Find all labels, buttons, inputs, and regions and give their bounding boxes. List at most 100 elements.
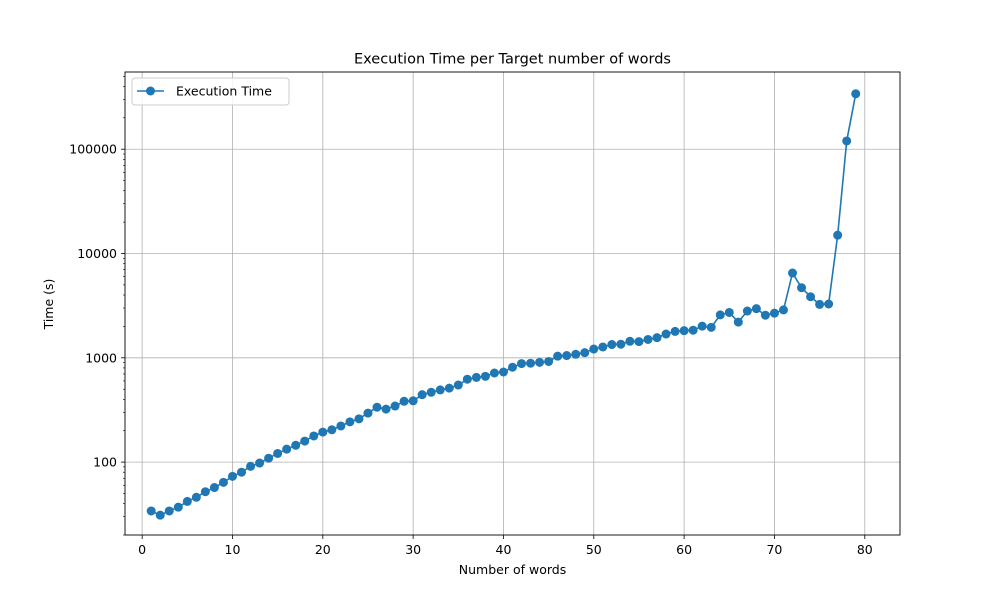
legend: Execution Time — [131, 77, 290, 106]
data-point — [372, 402, 382, 412]
data-point — [833, 230, 843, 240]
data-point — [851, 89, 861, 99]
x-tick-label: 60 — [676, 542, 692, 557]
data-point — [526, 358, 536, 368]
data-point — [580, 348, 590, 358]
x-tick-label: 80 — [857, 542, 873, 557]
data-point — [417, 390, 427, 400]
data-point — [778, 305, 788, 315]
data-point — [255, 458, 265, 468]
data-point — [571, 349, 581, 359]
data-point — [191, 492, 201, 502]
axes-frame — [124, 71, 901, 536]
data-point — [742, 306, 752, 316]
data-point — [480, 371, 490, 381]
data-point — [363, 408, 373, 418]
data-point — [733, 317, 743, 327]
x-tick-label: 70 — [766, 542, 782, 557]
x-tick-label: 20 — [315, 542, 331, 557]
data-point — [589, 344, 599, 354]
legend-marker — [146, 86, 155, 96]
data-point — [146, 506, 156, 516]
data-point — [544, 356, 554, 366]
chart-title: Execution Time per Target number of word… — [354, 52, 671, 68]
data-point — [797, 283, 807, 293]
legend-label: Execution Time — [176, 84, 272, 99]
data-point — [246, 461, 256, 471]
data-point — [435, 385, 445, 395]
data-point — [327, 425, 337, 435]
data-point — [399, 396, 409, 406]
data-point — [227, 471, 237, 481]
x-tick-label: 30 — [405, 542, 421, 557]
data-point — [318, 427, 328, 437]
data-point — [625, 336, 635, 346]
data-point — [237, 467, 247, 477]
y-tick-label: 100000 — [69, 142, 117, 157]
x-tick-label: 40 — [496, 542, 512, 557]
data-point — [426, 387, 436, 397]
data-point — [553, 351, 563, 361]
data-point — [182, 496, 192, 506]
data-point — [444, 383, 454, 393]
data-point — [643, 334, 653, 344]
data-point — [164, 506, 174, 516]
data-point — [517, 359, 527, 369]
data-point — [535, 357, 545, 367]
data-point — [309, 431, 319, 441]
y-tick-label: 1000 — [85, 350, 117, 365]
data-point — [706, 322, 716, 332]
data-point — [661, 329, 671, 339]
grid — [125, 72, 900, 535]
data-point — [508, 362, 517, 372]
data-point — [200, 487, 210, 497]
data-point — [273, 448, 283, 458]
data-point — [788, 268, 798, 278]
y-tick-label: 10000 — [77, 246, 117, 261]
x-axis-label: Number of words — [459, 562, 566, 577]
data-point — [489, 368, 499, 378]
data-point — [408, 396, 418, 406]
data-point — [688, 325, 698, 335]
data-point — [607, 340, 617, 350]
data-point — [155, 510, 165, 520]
data-point — [806, 292, 816, 302]
data-point — [751, 304, 761, 314]
data-point — [264, 453, 274, 463]
data-point — [598, 342, 608, 352]
data-point — [616, 339, 626, 349]
data-point — [209, 483, 219, 493]
x-tick-label: 0 — [138, 542, 146, 557]
data-point — [670, 326, 680, 336]
x-tick-label: 10 — [225, 542, 241, 557]
data-point — [634, 337, 644, 347]
data-point — [173, 502, 183, 512]
data-point — [769, 308, 779, 318]
data-point — [300, 436, 310, 446]
data-point — [562, 351, 572, 361]
data-point — [218, 477, 228, 487]
data-point — [715, 310, 725, 320]
data-point — [498, 367, 508, 377]
data-point — [471, 372, 481, 382]
data-point — [462, 374, 472, 384]
data-point — [652, 333, 662, 343]
data-point — [381, 404, 391, 414]
data-point — [724, 307, 734, 317]
data-point — [697, 321, 707, 331]
data-point — [815, 299, 825, 309]
y-tick-label: 100 — [93, 455, 117, 470]
y-axis-label: Time (s) — [41, 279, 56, 331]
data-point — [291, 440, 301, 450]
plot-area — [146, 89, 861, 520]
data-point — [282, 444, 292, 454]
data-point — [679, 326, 689, 336]
data-point — [345, 417, 355, 427]
data-point — [824, 299, 834, 309]
data-point — [354, 414, 364, 424]
data-point — [336, 421, 346, 431]
ticks: 0 10 20 30 40 50 60 70 80 100 1000 10000 100000 — [69, 76, 873, 557]
data-point — [842, 136, 852, 146]
data-point — [453, 380, 463, 390]
